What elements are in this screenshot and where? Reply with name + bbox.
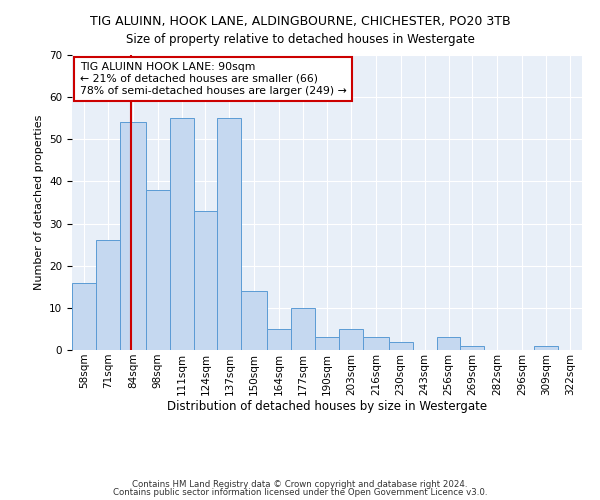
Bar (217, 118, 241, 350)
Text: TIG ALUINN, HOOK LANE, ALDINGBOURNE, CHICHESTER, PO20 3TB: TIG ALUINN, HOOK LANE, ALDINGBOURNE, CHI… (89, 15, 511, 28)
Bar (72, 282, 96, 350)
Text: TIG ALUINN HOOK LANE: 90sqm
← 21% of detached houses are smaller (66)
78% of sem: TIG ALUINN HOOK LANE: 90sqm ← 21% of det… (80, 62, 346, 96)
Bar (194, 211, 217, 350)
Bar (146, 190, 170, 350)
Bar (315, 338, 339, 350)
Y-axis label: Number of detached properties: Number of detached properties (34, 115, 44, 290)
Bar (96, 240, 120, 350)
Bar (291, 308, 315, 350)
Text: Contains HM Land Registry data © Crown copyright and database right 2024.: Contains HM Land Registry data © Crown c… (132, 480, 468, 489)
Bar (267, 329, 291, 350)
Bar (534, 346, 558, 350)
Bar (339, 329, 363, 350)
Bar (363, 338, 389, 350)
Bar (120, 122, 146, 350)
Bar (241, 291, 267, 350)
Bar (460, 346, 484, 350)
X-axis label: Distribution of detached houses by size in Westergate: Distribution of detached houses by size … (167, 400, 487, 413)
Text: Size of property relative to detached houses in Westergate: Size of property relative to detached ho… (125, 32, 475, 46)
Bar (170, 118, 194, 350)
Bar (389, 342, 413, 350)
Bar (437, 338, 460, 350)
Text: Contains public sector information licensed under the Open Government Licence v3: Contains public sector information licen… (113, 488, 487, 497)
